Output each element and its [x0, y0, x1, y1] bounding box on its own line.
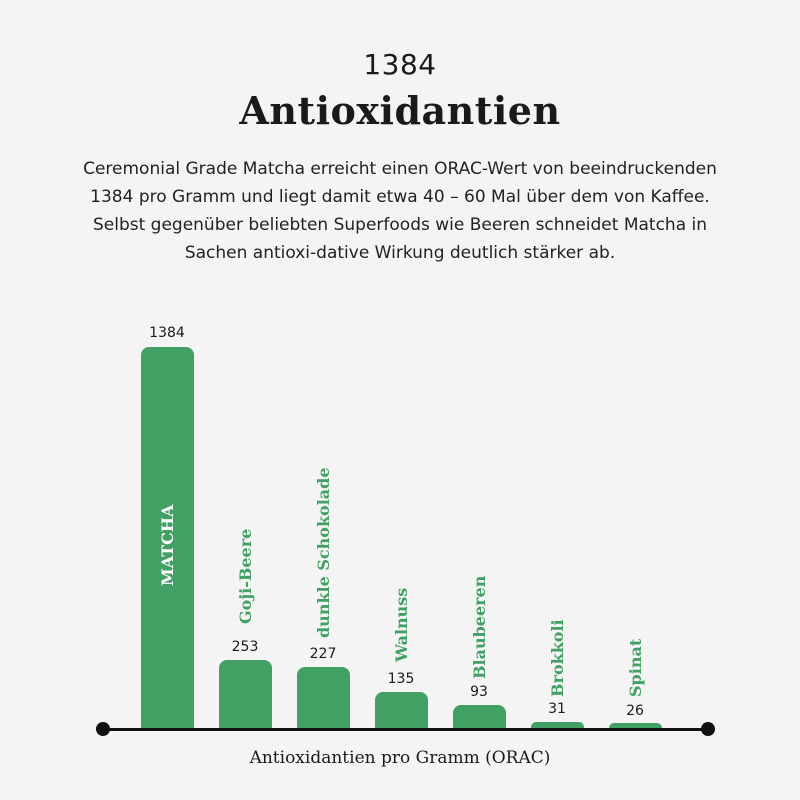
bar-brokkoli	[531, 722, 584, 729]
value-label-spinat: 26	[626, 703, 644, 719]
description-text: Ceremonial Grade Matcha erreicht einen O…	[83, 159, 717, 263]
x-axis-line	[103, 728, 708, 731]
headline-number: 1384	[363, 48, 437, 81]
value-label-matcha: 1384	[149, 325, 185, 341]
category-label-walnuss: Walnuss	[392, 587, 411, 662]
value-label-dunkle-schokolade: 227	[309, 646, 337, 662]
bar-dunkle-schokolade	[297, 667, 350, 729]
value-label-blaubeeren: 93	[470, 684, 488, 700]
x-axis-label: Antioxidantien pro Gramm (ORAC)	[249, 748, 551, 768]
category-label-goji-beere: Goji-Beere	[236, 528, 255, 624]
axis-start-dot	[96, 722, 110, 736]
category-label-matcha: MATCHA	[158, 504, 177, 586]
bar-walnuss	[375, 692, 428, 729]
page-title: Antioxidantien	[239, 88, 561, 133]
bar-goji-beere	[219, 660, 272, 729]
category-label-brokkoli: Brokkoli	[548, 619, 567, 697]
category-label-dunkle-schokolade: dunkle Schokolade	[314, 467, 333, 638]
value-label-goji-beere: 253	[231, 639, 259, 655]
category-label-spinat: Spinat	[626, 638, 645, 697]
value-label-brokkoli: 31	[548, 701, 566, 717]
axis-end-dot	[701, 722, 715, 736]
bar-blaubeeren	[453, 705, 506, 729]
value-label-walnuss: 135	[387, 671, 415, 687]
bar-matcha	[141, 347, 194, 729]
bar-spinat	[609, 723, 662, 729]
category-label-blaubeeren: Blaubeeren	[470, 575, 489, 679]
